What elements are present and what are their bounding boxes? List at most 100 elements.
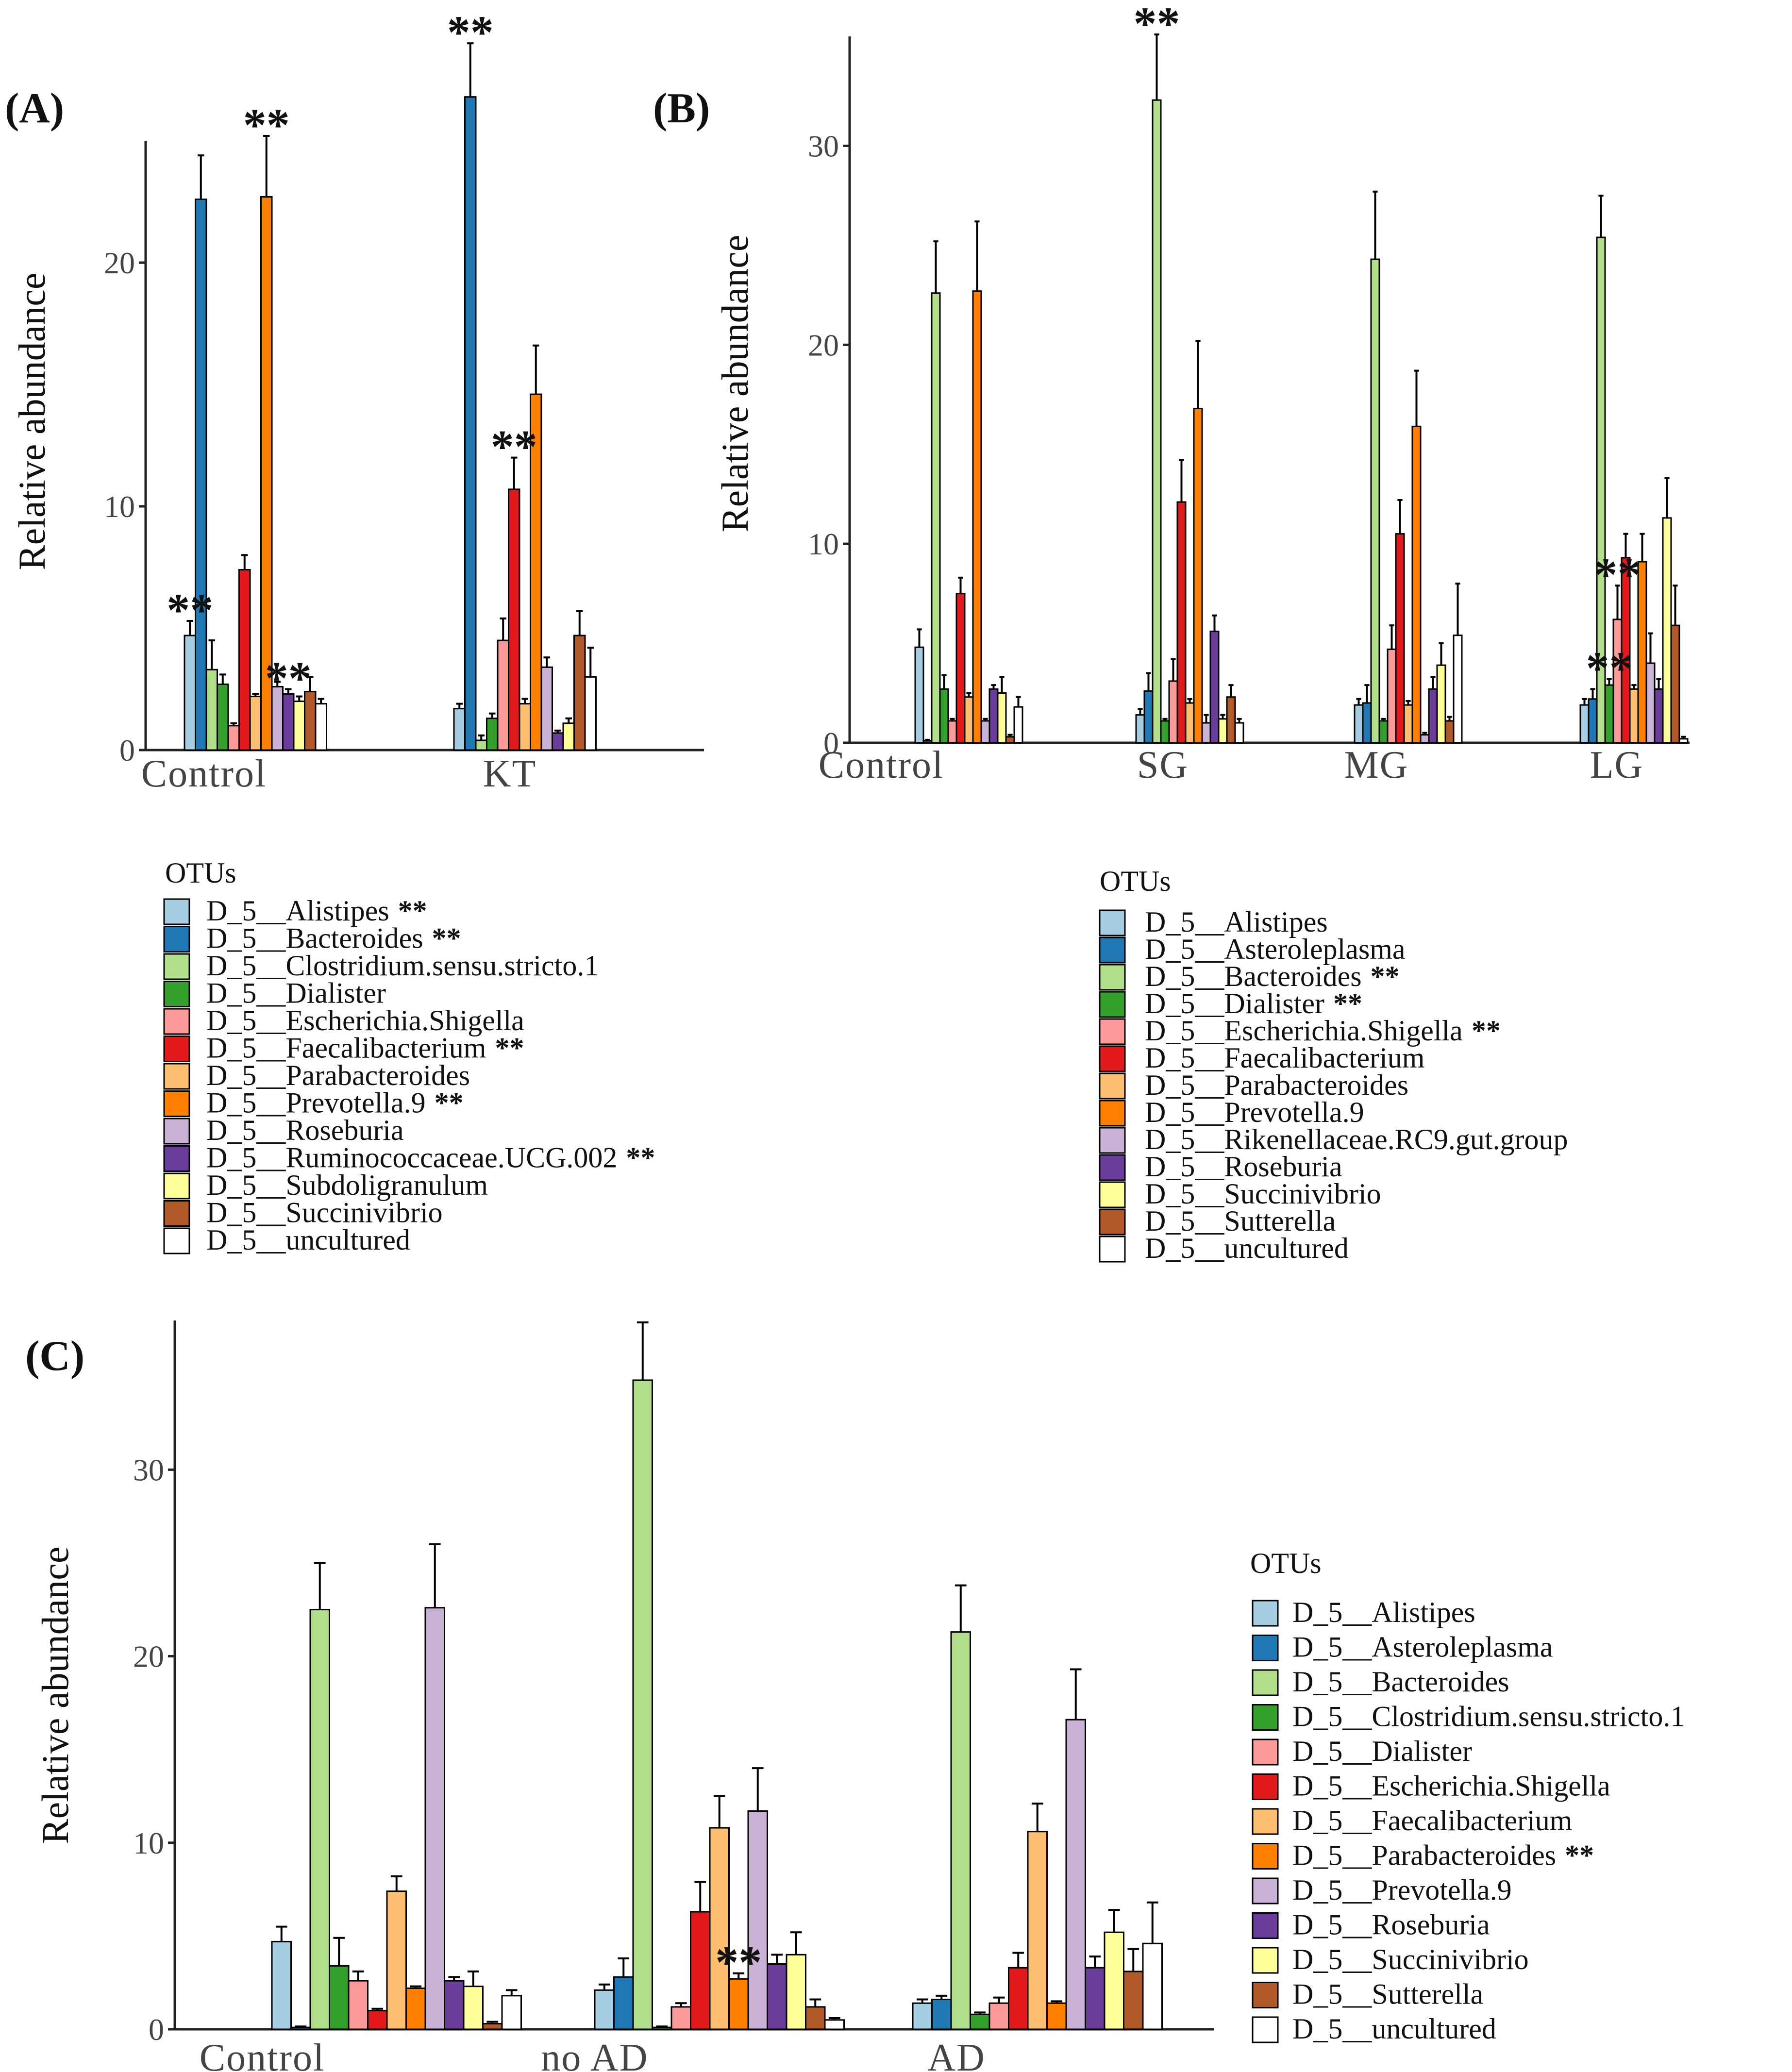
legend-label: D_5__Prevotella.9 [1292, 1874, 1512, 1906]
bar [584, 676, 597, 751]
legend-swatch [1252, 1669, 1279, 1696]
legend-label: D_5__Dialister [1292, 1735, 1472, 1767]
y-tick-label: 10 [133, 1826, 164, 1860]
bar [652, 2026, 672, 2030]
bar [1370, 258, 1380, 744]
legend-swatch [1252, 1808, 1279, 1835]
bar [1436, 664, 1446, 744]
bar [249, 696, 262, 751]
legend-label: D_5__Dialister [206, 977, 386, 1009]
legend-swatch [163, 1145, 190, 1172]
bar [424, 1607, 445, 2030]
legend-label: D_5__Escherichia.Shigella ** [1145, 1015, 1501, 1047]
x-tick-label: AD [927, 2037, 986, 2072]
bar [970, 2013, 990, 2030]
bar [1005, 736, 1015, 744]
bar [980, 720, 990, 744]
legend-label: D_5__Escherichia.Shigella [1292, 1770, 1610, 1802]
x-tick-label: MG [1344, 744, 1409, 786]
bar [1185, 702, 1195, 744]
legend-swatch [163, 1200, 190, 1227]
bar [464, 96, 477, 751]
legend-label: D_5__Ruminococcaceae.UCG.002 ** [206, 1142, 655, 1174]
bar [824, 2019, 845, 2030]
bar [997, 692, 1007, 744]
legend-swatch [1252, 1738, 1279, 1766]
bar [955, 593, 966, 744]
bar [1209, 630, 1220, 744]
significance-marker: ** [265, 652, 312, 704]
legend-swatch [163, 1172, 190, 1200]
bar [453, 708, 466, 751]
legend-swatch [1099, 991, 1126, 1018]
bar [939, 688, 949, 744]
bar [1444, 720, 1455, 744]
bar [1378, 720, 1389, 744]
legend-label: D_5__Clostridium.sensu.stricto.1 [1292, 1701, 1685, 1733]
x-tick-label: KT [483, 752, 537, 795]
bar [950, 1631, 971, 2030]
bar [329, 1965, 350, 2030]
bar [1670, 624, 1680, 744]
bar [293, 701, 305, 751]
panel-label-c: (C) [25, 1333, 84, 1380]
panel-2-legend: D_5__AlistipesD_5__AsteroleplasmaD_5__Ba… [1252, 1596, 1685, 2045]
legend-label: D_5__Alistipes [1145, 906, 1328, 938]
legend-swatch [1099, 1018, 1126, 1045]
bar [217, 683, 229, 751]
bar [1654, 688, 1664, 744]
bar [367, 2010, 388, 2030]
bar [1453, 635, 1463, 744]
panel-1-legend: D_5__AlistipesD_5__AsteroleplasmaD_5__Ba… [1099, 906, 1568, 1264]
bar [709, 1827, 730, 2030]
bar [1234, 722, 1244, 744]
bar [238, 569, 251, 751]
bar [767, 1963, 787, 2030]
bar [486, 718, 499, 751]
legend-label: D_5__Succinivibrio [1145, 1178, 1381, 1210]
bar [1176, 501, 1187, 744]
bar [988, 688, 999, 744]
legend-label: D_5__Succinivibrio [1292, 1943, 1529, 1975]
bar [1428, 688, 1438, 744]
bar [1411, 425, 1422, 744]
legend-label: D_5__Parabacteroides [206, 1059, 470, 1091]
bar [386, 1890, 407, 2030]
bar [1362, 702, 1372, 744]
legend-label: D_5__Bacteroides ** [1145, 960, 1400, 992]
bar [315, 703, 327, 751]
bar [562, 722, 575, 751]
legend-swatch [1099, 964, 1126, 991]
bar [786, 1954, 806, 2030]
bar [922, 740, 933, 744]
panel-0-plot: 0 10 20 Control KT ** ** ** ** ** [104, 6, 704, 795]
panel-0-legend: D_5__Alistipes **D_5__Bacteroides **D_5__C… [163, 895, 655, 1256]
bar [912, 2002, 933, 2030]
significance-marker: ** [243, 99, 290, 151]
x-tick-label: LG [1590, 744, 1644, 786]
legend-swatch [1252, 1912, 1279, 1939]
legend-label: D_5__Subdoligranulum [206, 1169, 488, 1201]
bar [1143, 690, 1154, 744]
legend-swatch [163, 1008, 190, 1035]
bar [1123, 1971, 1144, 2030]
y-tick-label: 0 [149, 2012, 164, 2047]
legends-layer: D_5__Alistipes **D_5__Bacteroides **D_5__C… [163, 895, 1685, 2045]
panel-a-legend-title: OTUs [165, 857, 236, 889]
legend-label: D_5__uncultured [206, 1224, 410, 1256]
panel-b-y-axis-title: Relative abundance [714, 235, 756, 533]
y-tick-label: 0 [119, 733, 135, 768]
legend-swatch [163, 981, 190, 1007]
y-tick-label: 20 [104, 246, 135, 280]
legend-swatch [1099, 1127, 1126, 1154]
legend-swatch [163, 898, 190, 925]
legend-label: D_5__Escherichia.Shigella [206, 1004, 524, 1036]
y-tick-label: 0 [823, 726, 839, 760]
bar [1160, 720, 1170, 744]
significance-marker: ** [447, 6, 494, 58]
legend-swatch [1099, 1072, 1126, 1100]
significance-marker: ** [491, 421, 537, 473]
legend-swatch [163, 1227, 190, 1254]
bar [1085, 1967, 1105, 2030]
